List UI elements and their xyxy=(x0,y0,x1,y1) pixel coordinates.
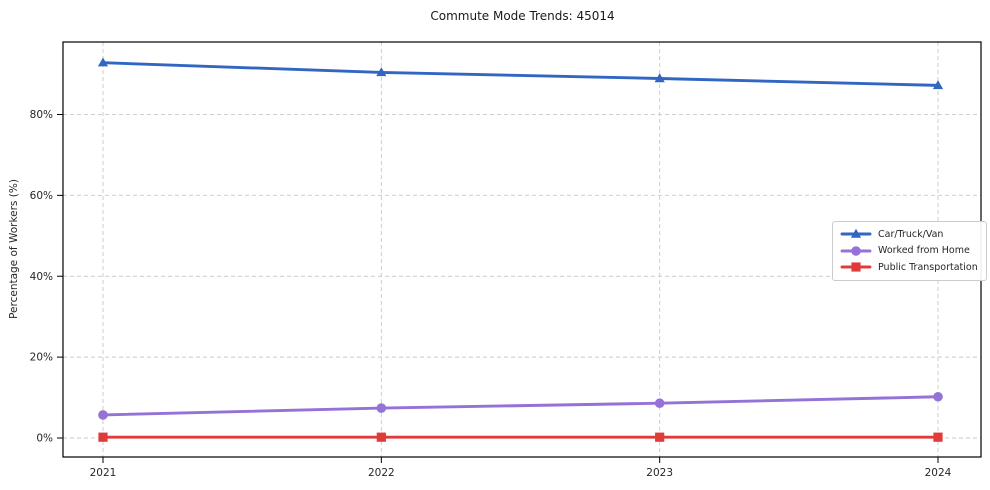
legend-label: Public Transportation xyxy=(878,261,978,273)
data-point-square xyxy=(655,432,665,442)
data-point-circle xyxy=(933,391,943,402)
data-point-triangle xyxy=(932,80,944,90)
y-tick-label: 60% xyxy=(30,190,53,202)
y-tick-label: 0% xyxy=(36,433,53,445)
legend: Car/Truck/Van Worked from Home Public Tran… xyxy=(832,221,987,281)
data-point-circle xyxy=(654,398,665,409)
legend-sample-marker xyxy=(851,245,861,256)
data-point-triangle xyxy=(376,67,387,77)
series-line xyxy=(101,395,940,417)
legend-sample-marker xyxy=(851,262,861,272)
x-tick-label: 2021 xyxy=(90,467,117,479)
y-tick-label: 20% xyxy=(30,352,53,364)
data-point-circle xyxy=(376,403,387,413)
x-tick-label: 2024 xyxy=(925,467,952,479)
triangle-marker-icon xyxy=(840,229,872,238)
series-line xyxy=(101,61,940,87)
data-point-triangle xyxy=(654,73,665,83)
legend-sample-marker xyxy=(850,229,862,238)
x-tick-label: 2023 xyxy=(646,467,673,479)
y-tick-label: 40% xyxy=(30,271,53,283)
legend-entry: Public Transportation xyxy=(840,259,978,276)
x-tick-label: 2022 xyxy=(368,467,395,479)
legend-entry: Worked from Home xyxy=(840,243,978,260)
circle-marker-icon xyxy=(840,245,872,256)
legend-label: Car/Truck/Van xyxy=(878,228,944,240)
data-point-square xyxy=(376,432,386,442)
square-marker-icon xyxy=(840,262,872,272)
y-tick-label: 80% xyxy=(30,109,53,121)
legend-label: Worked from Home xyxy=(878,245,970,257)
data-point-square xyxy=(98,432,108,442)
chart-title: Commute Mode Trends: 45014 xyxy=(430,9,615,23)
legend-entry: Car/Truck/Van xyxy=(840,226,978,243)
data-point-square xyxy=(933,432,943,442)
data-point-triangle xyxy=(97,57,109,67)
data-point-circle xyxy=(98,410,108,420)
